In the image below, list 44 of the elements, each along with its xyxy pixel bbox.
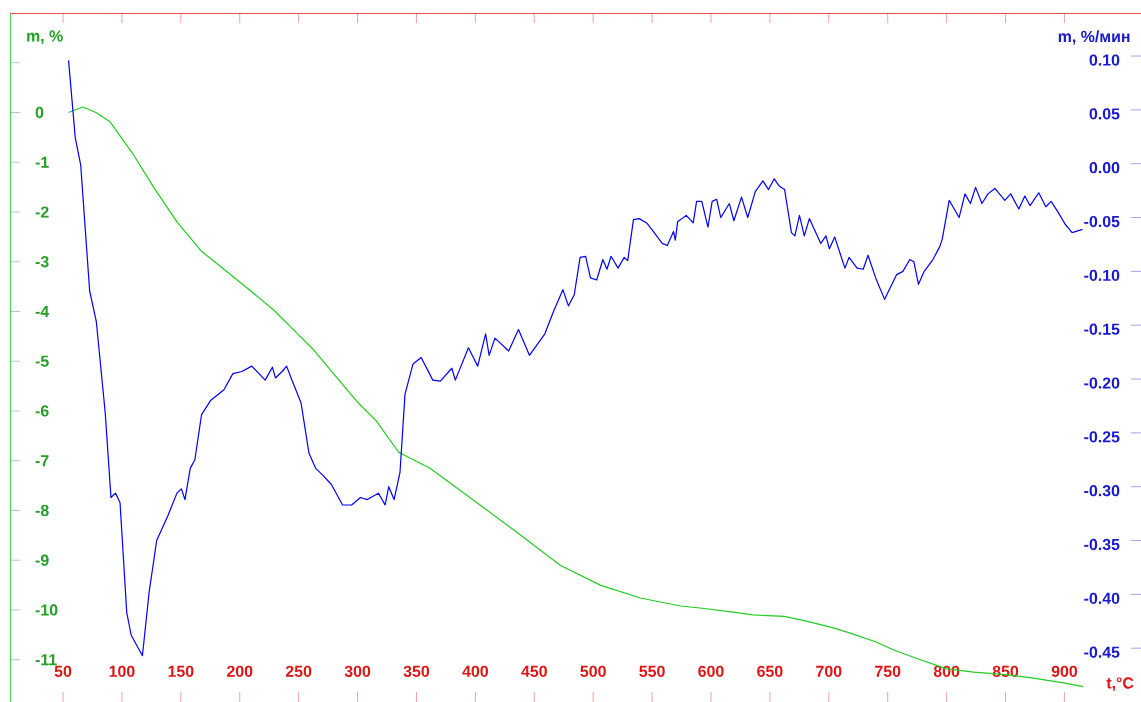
y2-tick-label: -0.25 (1084, 431, 1120, 443)
y2-tick-label: 0.10 (1089, 54, 1120, 66)
x-tick-label: 600 (698, 665, 724, 677)
y-tick-label: -8 (35, 504, 49, 517)
x-tick-label: 100 (109, 665, 135, 677)
y-tick-label: -11 (35, 654, 57, 666)
y-tick-label: -1 (35, 156, 49, 168)
x-tick-label: 550 (639, 665, 665, 677)
x-tick-label: 250 (285, 665, 312, 677)
x-tick-label: 650 (757, 665, 783, 677)
y-tick-label: -5 (35, 355, 49, 367)
y2-tick-label: -0.05 (1084, 215, 1120, 228)
y2-tick-label: 0.05 (1089, 108, 1120, 120)
y-tick-label: -4 (35, 306, 50, 317)
x-tick-label: 50 (54, 665, 72, 677)
x-tick-label: 350 (403, 665, 430, 677)
x-tick-label: 450 (521, 665, 547, 677)
y-tick-label: -10 (35, 604, 58, 616)
y-tick-label: -2 (35, 206, 49, 218)
y2-tick-label: -0.35 (1084, 538, 1120, 551)
y2-tick-label: -0.10 (1084, 269, 1120, 282)
x-tick-label: 750 (875, 665, 901, 677)
y-tick-label: -7 (35, 455, 49, 467)
y-tick-label: -3 (35, 256, 49, 268)
y2-axis-title: m, %/мин (1058, 30, 1130, 45)
y-tick-label: -9 (35, 554, 49, 566)
y-axis-title: m, % (27, 30, 63, 44)
x-tick-label: 700 (816, 665, 842, 677)
x-tick-label: 900 (1051, 665, 1078, 677)
y-tick-label: -6 (35, 405, 49, 417)
x-tick-label: 200 (227, 665, 253, 677)
x-axis-title: t,°C (1106, 677, 1134, 691)
x-tick-label: 300 (344, 665, 371, 677)
x-tick-label: 800 (933, 665, 960, 677)
y2-tick-label: -0.15 (1084, 323, 1120, 335)
x-tick-label: 150 (168, 665, 194, 677)
x-tick-label: 500 (580, 665, 606, 677)
y2-tick-label: -0.40 (1084, 592, 1120, 604)
y-tick-label: 0 (35, 106, 44, 119)
y2-tick-label: -0.30 (1084, 485, 1120, 497)
x-tick-label: 400 (462, 665, 488, 677)
y2-tick-label: -0.20 (1084, 377, 1120, 389)
y2-tick-label: -0.45 (1084, 646, 1120, 658)
y2-tick-label: 0.00 (1089, 162, 1120, 174)
